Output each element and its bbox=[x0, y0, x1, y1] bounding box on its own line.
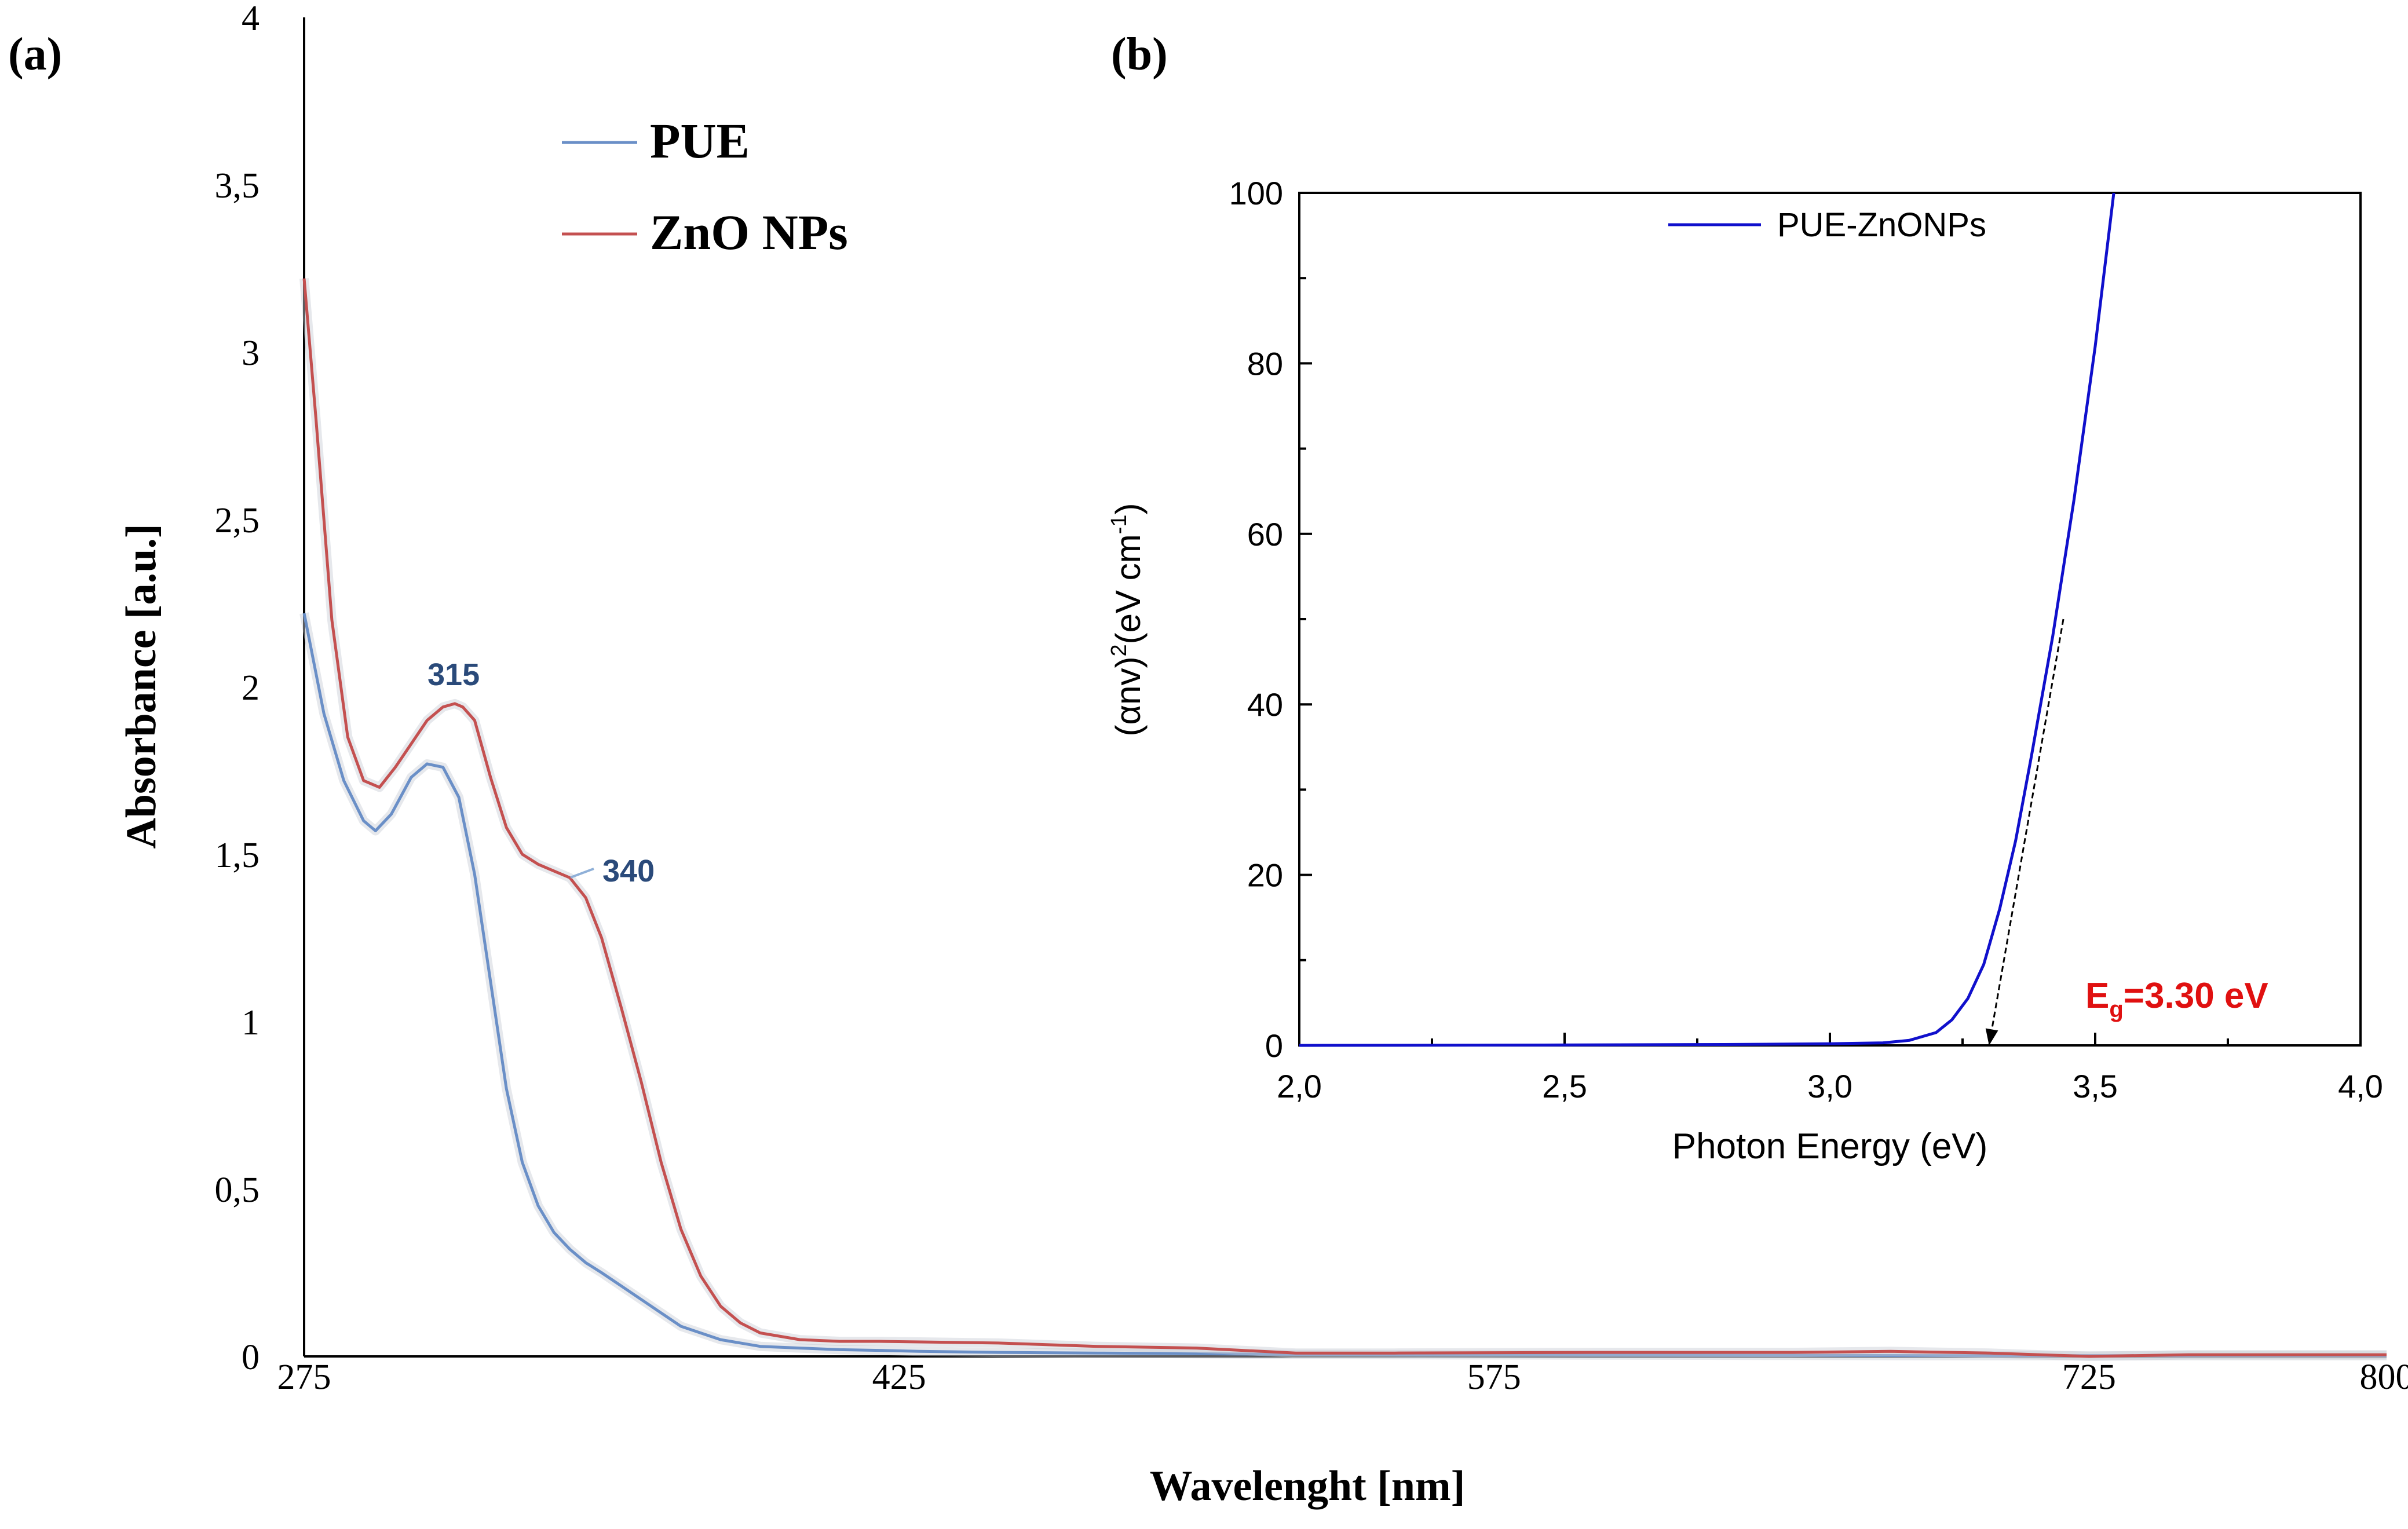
panel-a-y-axis-label: Absorbance [a.u.] bbox=[118, 524, 165, 848]
panel-b-label: (b) bbox=[1111, 29, 1168, 80]
panel-b-x-tick-label: 3,5 bbox=[2073, 1068, 2118, 1104]
panel-b-x-tick-label: 2,0 bbox=[1277, 1068, 1322, 1104]
panel-b-y-tick-label: 80 bbox=[1247, 345, 1283, 382]
panel-b-y-tick-labels: 0 20 40 60 80 100 bbox=[1229, 175, 1283, 1064]
panel-b-y-tick-label: 60 bbox=[1247, 516, 1283, 553]
panel-b-y-tick-label: 20 bbox=[1247, 857, 1283, 894]
panel-a-x-tick-labels: 275 425 575 725 800 bbox=[277, 1358, 2408, 1397]
annotation-315: 315 bbox=[427, 657, 480, 692]
panel-a-y-tick-label: 0 bbox=[242, 1338, 260, 1377]
panel-a-x-axis-label: Wavelenght [nm] bbox=[1150, 1462, 1466, 1510]
panel-b-y-tick-label: 40 bbox=[1247, 686, 1283, 723]
panel-a-y-tick-label: 0,5 bbox=[215, 1170, 260, 1210]
panel-a-series bbox=[299, 278, 2387, 1361]
panel-a-y-tick-label: 4 bbox=[242, 0, 260, 38]
legend-label-pue-znonps: PUE-ZnONPs bbox=[1777, 206, 1986, 244]
series-line-zno-nps bbox=[302, 278, 2387, 1358]
series-line-pue-znonps bbox=[1299, 192, 2115, 1047]
panel-a-y-tick-label: 2 bbox=[242, 668, 260, 708]
panel-a-y-tick-label: 2,5 bbox=[215, 501, 260, 540]
panel-a-y-tick-label: 3 bbox=[242, 334, 260, 373]
panel-a-y-tick-label: 1,5 bbox=[215, 836, 260, 875]
panel-b-x-tick-label: 3,0 bbox=[1807, 1068, 1852, 1104]
panel-b-y-tick-label: 0 bbox=[1265, 1027, 1283, 1064]
legend-label-zno: ZnO NPs bbox=[650, 204, 848, 260]
series-line-pue bbox=[302, 613, 2387, 1358]
panel-a: (a) 00,511,522,533,54 275 425 575 725 800 Ab… bbox=[8, 0, 2408, 1510]
panel-a-x-tick-label: 275 bbox=[277, 1358, 331, 1397]
panel-b-x-tick-labels: 2,0 2,5 3,0 3,5 4,0 bbox=[1277, 1068, 2383, 1104]
panel-a-x-tick-label: 425 bbox=[872, 1358, 926, 1397]
panel-a-label: (a) bbox=[8, 29, 62, 80]
panel-b-x-axis-label: Photon Energy (eV) bbox=[1672, 1126, 1988, 1166]
panel-a-x-tick-label: 725 bbox=[2062, 1358, 2116, 1397]
panel-b-x-tick-label: 2,5 bbox=[1542, 1068, 1587, 1104]
panel-b-y-tick-label: 100 bbox=[1229, 175, 1283, 211]
band-gap-annotation: Eg=3.30 eV bbox=[2085, 976, 2268, 1022]
panel-b: (b) 0 20 40 60 80 100 2,0 2,5 3,0 3,5 4,0 (αnv)2(… bbox=[1107, 29, 2383, 1166]
tangent-arrow-head bbox=[1985, 1028, 1998, 1045]
legend-label-pue: PUE bbox=[650, 113, 750, 169]
panel-a-y-tick-label: 1 bbox=[242, 1003, 260, 1042]
annotation-340: 340 bbox=[602, 854, 655, 888]
panel-b-y-axis-label: (αnv)2(eV cm-1) bbox=[1107, 503, 1148, 737]
panel-a-y-tick-label: 3,5 bbox=[215, 166, 260, 206]
panel-a-x-tick-label: 575 bbox=[1467, 1358, 1521, 1397]
panel-a-y-tick-labels: 0 0,5 1 1,5 2 2,5 3 3,5 4 bbox=[215, 0, 260, 1377]
panel-b-x-tick-label: 4,0 bbox=[2338, 1068, 2383, 1104]
panel-a-x-tick-label: 800 bbox=[2360, 1358, 2408, 1397]
panel-b-series bbox=[1299, 192, 2115, 1047]
annotation-340-leader bbox=[570, 868, 594, 879]
tangent-line bbox=[1988, 619, 2064, 1046]
